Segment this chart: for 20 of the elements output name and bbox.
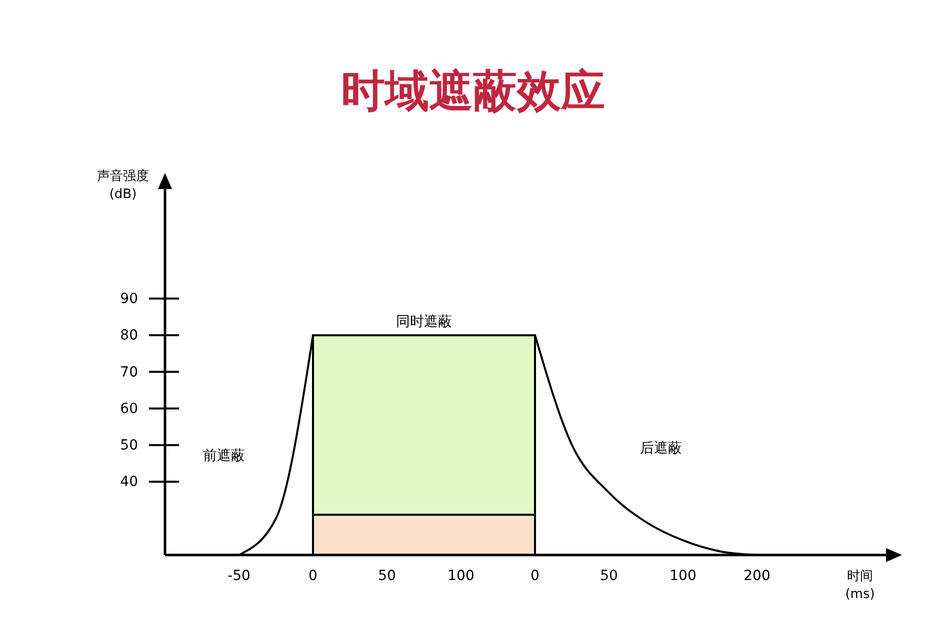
x-tick-label: 100	[448, 568, 474, 584]
y-tick-label: 40	[120, 474, 138, 490]
x-tick-label: 100	[670, 568, 696, 584]
y-tick-label: 90	[120, 291, 138, 308]
annotation: 后遮蔽	[640, 440, 682, 456]
x-axis-title: 时间 (ms)	[845, 569, 875, 602]
x-tick-label: 50	[600, 568, 618, 584]
x-tick-label: 0	[308, 568, 318, 584]
y-tick-label: 50	[120, 438, 138, 454]
annotation: 前遮蔽	[203, 448, 246, 464]
y-axis-title: 声音强度 (dB)	[97, 168, 149, 202]
y-tick-label: 80	[120, 328, 138, 344]
x-tick-label: 200	[744, 568, 770, 584]
x-tick-label: 0	[530, 568, 540, 584]
x-tick-label: -50	[228, 568, 250, 584]
chart-title: 时域遮蔽效应	[341, 66, 605, 117]
y-tick-label: 70	[120, 364, 138, 380]
y-tick-label: 60	[120, 400, 138, 417]
x-tick-label: 50	[378, 568, 396, 584]
annotation: 同时遮蔽	[396, 314, 452, 330]
